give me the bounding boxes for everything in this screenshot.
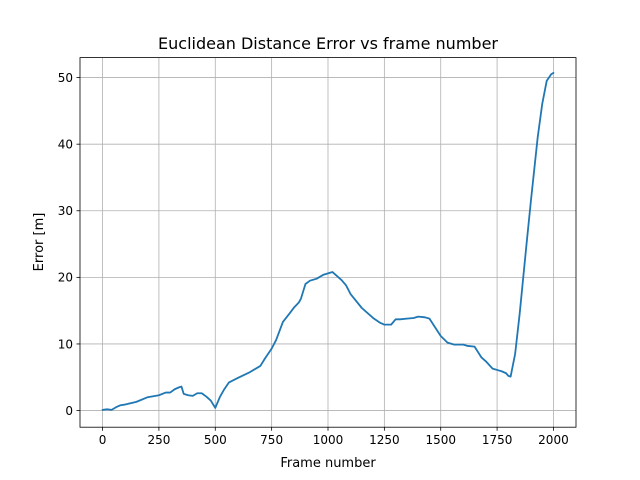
chart-title: Euclidean Distance Error vs frame number xyxy=(158,34,498,53)
y-axis: 0 10 20 30 40 50 xyxy=(58,71,80,418)
y-tick-label: 40 xyxy=(58,137,73,151)
x-axis-label: Frame number xyxy=(280,456,376,471)
y-tick-label: 20 xyxy=(58,271,73,285)
y-tick-label: 10 xyxy=(58,337,73,351)
series-group xyxy=(101,72,555,411)
y-tick-label: 50 xyxy=(58,71,73,85)
grid xyxy=(80,57,576,428)
x-tick-label: 250 xyxy=(147,433,170,447)
x-tick-label: 2000 xyxy=(538,433,569,447)
y-axis-label: Error [m] xyxy=(32,213,47,272)
y-tick-label: 0 xyxy=(65,404,73,418)
x-tick-label: 1750 xyxy=(482,433,513,447)
y-tick-label: 30 xyxy=(58,204,73,218)
x-tick-label: 500 xyxy=(204,433,227,447)
x-tick-label: 750 xyxy=(260,433,283,447)
x-tick-label: 1500 xyxy=(425,433,456,447)
x-tick-label: 0 xyxy=(99,433,107,447)
x-tick-label: 1250 xyxy=(369,433,400,447)
x-axis: 0 250 500 750 1000 1250 1500 1750 2000 xyxy=(99,427,569,447)
series-line xyxy=(101,72,555,411)
x-tick-label: 1000 xyxy=(313,433,344,447)
